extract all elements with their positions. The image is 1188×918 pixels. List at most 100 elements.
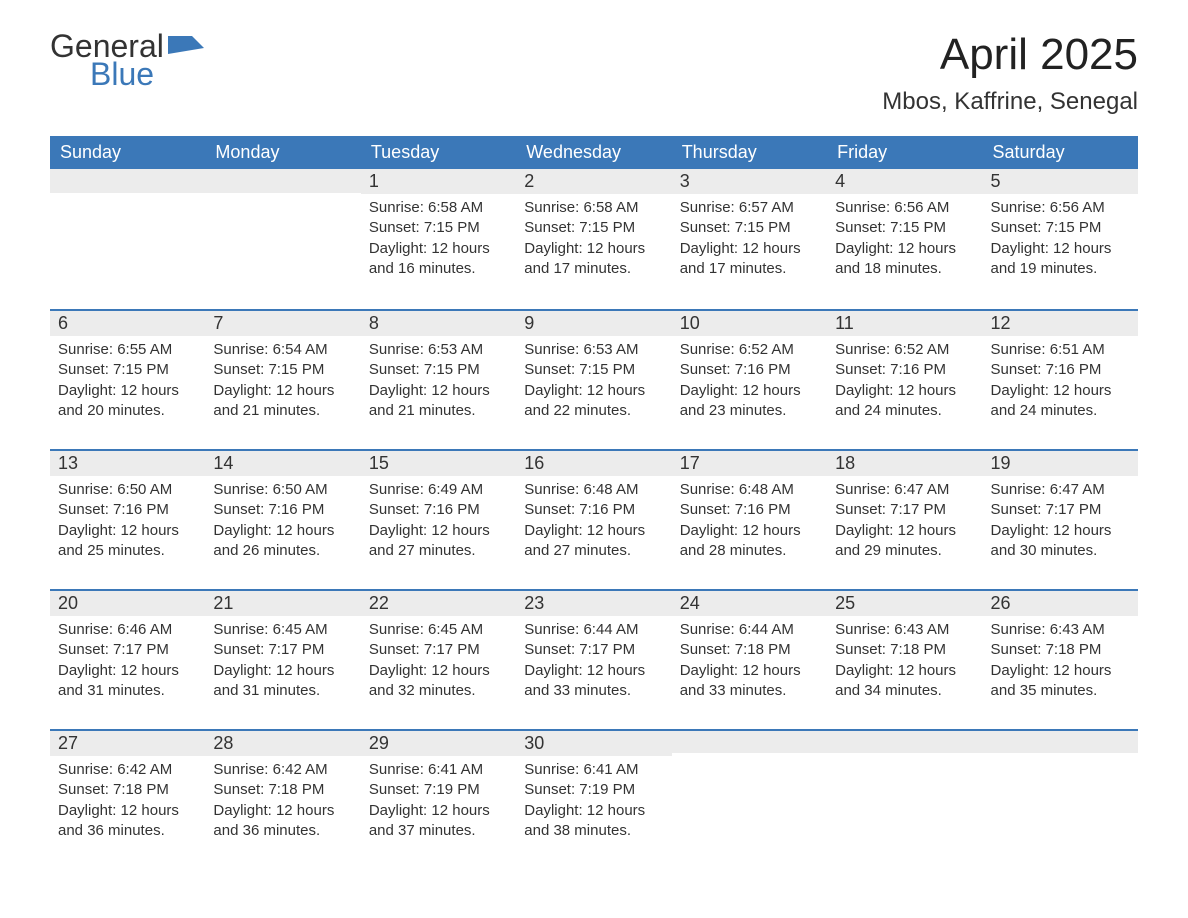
day-number: 29 (361, 729, 516, 756)
calendar-head: Sunday Monday Tuesday Wednesday Thursday… (50, 136, 1138, 169)
daylight-text: Daylight: 12 hours and 19 minutes. (991, 239, 1130, 280)
calendar-cell: 13Sunrise: 6:50 AMSunset: 7:16 PMDayligh… (50, 449, 205, 589)
calendar-cell: 16Sunrise: 6:48 AMSunset: 7:16 PMDayligh… (516, 449, 671, 589)
calendar-row: 1Sunrise: 6:58 AMSunset: 7:15 PMDaylight… (50, 169, 1138, 309)
calendar-cell: 4Sunrise: 6:56 AMSunset: 7:15 PMDaylight… (827, 169, 982, 309)
day-number: 5 (983, 169, 1138, 194)
calendar-cell: 21Sunrise: 6:45 AMSunset: 7:17 PMDayligh… (205, 589, 360, 729)
day-number (205, 169, 360, 193)
daylight-text: Daylight: 12 hours and 31 minutes. (213, 661, 352, 702)
sunrise-text: Sunrise: 6:52 AM (680, 340, 819, 360)
daylight-text: Daylight: 12 hours and 17 minutes. (680, 239, 819, 280)
daylight-text: Daylight: 12 hours and 26 minutes. (213, 521, 352, 562)
day-number: 11 (827, 309, 982, 336)
col-wednesday: Wednesday (516, 136, 671, 169)
daylight-text: Daylight: 12 hours and 29 minutes. (835, 521, 974, 562)
day-content: Sunrise: 6:58 AMSunset: 7:15 PMDaylight:… (516, 194, 671, 289)
sunrise-text: Sunrise: 6:47 AM (991, 480, 1130, 500)
day-number: 17 (672, 449, 827, 476)
calendar-table: Sunday Monday Tuesday Wednesday Thursday… (50, 136, 1138, 869)
day-number: 14 (205, 449, 360, 476)
sunset-text: Sunset: 7:16 PM (680, 500, 819, 520)
day-number (827, 729, 982, 753)
col-thursday: Thursday (672, 136, 827, 169)
day-number: 23 (516, 589, 671, 616)
col-tuesday: Tuesday (361, 136, 516, 169)
calendar-cell (827, 729, 982, 869)
calendar-cell: 30Sunrise: 6:41 AMSunset: 7:19 PMDayligh… (516, 729, 671, 869)
calendar-cell: 6Sunrise: 6:55 AMSunset: 7:15 PMDaylight… (50, 309, 205, 449)
col-monday: Monday (205, 136, 360, 169)
sunset-text: Sunset: 7:15 PM (680, 218, 819, 238)
daylight-text: Daylight: 12 hours and 27 minutes. (524, 521, 663, 562)
daylight-text: Daylight: 12 hours and 33 minutes. (524, 661, 663, 702)
day-content: Sunrise: 6:57 AMSunset: 7:15 PMDaylight:… (672, 194, 827, 289)
daylight-text: Daylight: 12 hours and 27 minutes. (369, 521, 508, 562)
day-number (50, 169, 205, 193)
calendar-row: 13Sunrise: 6:50 AMSunset: 7:16 PMDayligh… (50, 449, 1138, 589)
day-content: Sunrise: 6:42 AMSunset: 7:18 PMDaylight:… (50, 756, 205, 851)
daylight-text: Daylight: 12 hours and 30 minutes. (991, 521, 1130, 562)
sunrise-text: Sunrise: 6:54 AM (213, 340, 352, 360)
sunset-text: Sunset: 7:16 PM (213, 500, 352, 520)
calendar-cell: 23Sunrise: 6:44 AMSunset: 7:17 PMDayligh… (516, 589, 671, 729)
day-number: 21 (205, 589, 360, 616)
day-number: 19 (983, 449, 1138, 476)
daylight-text: Daylight: 12 hours and 32 minutes. (369, 661, 508, 702)
sunset-text: Sunset: 7:16 PM (369, 500, 508, 520)
sunset-text: Sunset: 7:15 PM (991, 218, 1130, 238)
sunset-text: Sunset: 7:16 PM (991, 360, 1130, 380)
day-content: Sunrise: 6:53 AMSunset: 7:15 PMDaylight:… (361, 336, 516, 431)
sunrise-text: Sunrise: 6:50 AM (58, 480, 197, 500)
daylight-text: Daylight: 12 hours and 17 minutes. (524, 239, 663, 280)
day-content: Sunrise: 6:53 AMSunset: 7:15 PMDaylight:… (516, 336, 671, 431)
logo-blue-text: Blue (90, 58, 164, 90)
calendar-cell: 7Sunrise: 6:54 AMSunset: 7:15 PMDaylight… (205, 309, 360, 449)
day-number: 12 (983, 309, 1138, 336)
sunrise-text: Sunrise: 6:48 AM (680, 480, 819, 500)
sunrise-text: Sunrise: 6:43 AM (835, 620, 974, 640)
calendar-cell: 29Sunrise: 6:41 AMSunset: 7:19 PMDayligh… (361, 729, 516, 869)
sunrise-text: Sunrise: 6:42 AM (58, 760, 197, 780)
day-content: Sunrise: 6:45 AMSunset: 7:17 PMDaylight:… (205, 616, 360, 711)
day-content: Sunrise: 6:42 AMSunset: 7:18 PMDaylight:… (205, 756, 360, 851)
calendar-cell: 11Sunrise: 6:52 AMSunset: 7:16 PMDayligh… (827, 309, 982, 449)
title-block: April 2025 Mbos, Kaffrine, Senegal (882, 30, 1138, 116)
calendar-cell: 22Sunrise: 6:45 AMSunset: 7:17 PMDayligh… (361, 589, 516, 729)
sunrise-text: Sunrise: 6:46 AM (58, 620, 197, 640)
calendar-cell: 12Sunrise: 6:51 AMSunset: 7:16 PMDayligh… (983, 309, 1138, 449)
col-friday: Friday (827, 136, 982, 169)
calendar-cell: 17Sunrise: 6:48 AMSunset: 7:16 PMDayligh… (672, 449, 827, 589)
day-number: 9 (516, 309, 671, 336)
day-number: 27 (50, 729, 205, 756)
location-text: Mbos, Kaffrine, Senegal (882, 88, 1138, 116)
calendar-cell: 28Sunrise: 6:42 AMSunset: 7:18 PMDayligh… (205, 729, 360, 869)
day-number: 30 (516, 729, 671, 756)
sunset-text: Sunset: 7:15 PM (524, 360, 663, 380)
daylight-text: Daylight: 12 hours and 21 minutes. (369, 381, 508, 422)
day-number: 1 (361, 169, 516, 194)
daylight-text: Daylight: 12 hours and 22 minutes. (524, 381, 663, 422)
sunrise-text: Sunrise: 6:50 AM (213, 480, 352, 500)
calendar-cell: 10Sunrise: 6:52 AMSunset: 7:16 PMDayligh… (672, 309, 827, 449)
day-number: 3 (672, 169, 827, 194)
sunrise-text: Sunrise: 6:41 AM (369, 760, 508, 780)
day-content: Sunrise: 6:46 AMSunset: 7:17 PMDaylight:… (50, 616, 205, 711)
daylight-text: Daylight: 12 hours and 38 minutes. (524, 801, 663, 842)
calendar-cell (672, 729, 827, 869)
calendar-cell: 18Sunrise: 6:47 AMSunset: 7:17 PMDayligh… (827, 449, 982, 589)
sunrise-text: Sunrise: 6:49 AM (369, 480, 508, 500)
daylight-text: Daylight: 12 hours and 16 minutes. (369, 239, 508, 280)
day-content: Sunrise: 6:50 AMSunset: 7:16 PMDaylight:… (50, 476, 205, 571)
day-content: Sunrise: 6:58 AMSunset: 7:15 PMDaylight:… (361, 194, 516, 289)
sunrise-text: Sunrise: 6:55 AM (58, 340, 197, 360)
sunrise-text: Sunrise: 6:58 AM (369, 198, 508, 218)
daylight-text: Daylight: 12 hours and 34 minutes. (835, 661, 974, 702)
calendar-row: 20Sunrise: 6:46 AMSunset: 7:17 PMDayligh… (50, 589, 1138, 729)
calendar-cell: 8Sunrise: 6:53 AMSunset: 7:15 PMDaylight… (361, 309, 516, 449)
calendar-cell (50, 169, 205, 309)
day-number: 16 (516, 449, 671, 476)
day-content: Sunrise: 6:47 AMSunset: 7:17 PMDaylight:… (983, 476, 1138, 571)
sunrise-text: Sunrise: 6:44 AM (680, 620, 819, 640)
daylight-text: Daylight: 12 hours and 18 minutes. (835, 239, 974, 280)
